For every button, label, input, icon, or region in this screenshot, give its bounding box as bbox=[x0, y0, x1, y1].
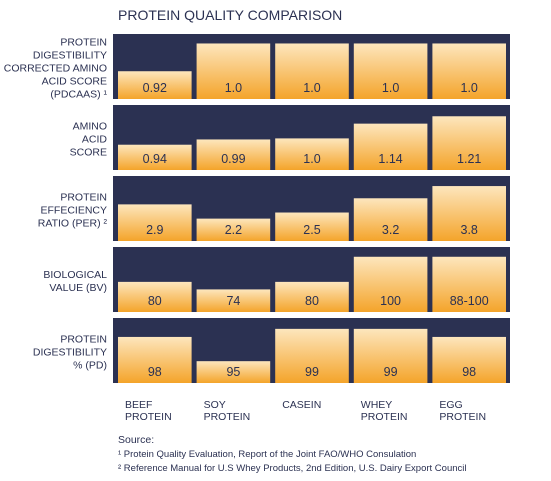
bar bbox=[196, 43, 271, 99]
row-label: EFFECIENCY bbox=[40, 205, 107, 217]
row-label: PROTEIN bbox=[60, 37, 107, 49]
value-label: 95 bbox=[226, 365, 240, 379]
row-label: AMINO bbox=[73, 121, 107, 133]
value-label: 0.99 bbox=[221, 152, 245, 166]
x-tick-label: WHEY bbox=[361, 399, 393, 411]
bar bbox=[353, 328, 428, 383]
bar bbox=[353, 256, 428, 312]
value-label: 1.0 bbox=[303, 152, 320, 166]
x-tick-label: PROTEIN bbox=[125, 411, 172, 423]
bar bbox=[118, 71, 192, 99]
x-tick-label: CASEIN bbox=[282, 399, 321, 411]
bar bbox=[432, 43, 506, 99]
row-label: ACID bbox=[82, 134, 108, 146]
value-label: 1.14 bbox=[378, 152, 402, 166]
value-label: 2.5 bbox=[303, 223, 320, 237]
row-label: BIOLOGICAL bbox=[43, 269, 107, 281]
row-label: PROTEIN bbox=[60, 334, 107, 346]
bar bbox=[432, 186, 506, 241]
x-tick-label: BEEF bbox=[125, 399, 152, 411]
value-label: 100 bbox=[380, 294, 401, 308]
value-label: 1.0 bbox=[303, 81, 320, 95]
row-label: VALUE (BV) bbox=[49, 282, 107, 294]
value-label: 99 bbox=[384, 365, 398, 379]
value-label: 80 bbox=[148, 294, 162, 308]
row-label: % (PD) bbox=[73, 360, 107, 372]
bar bbox=[196, 361, 271, 383]
bar bbox=[353, 43, 428, 99]
value-label: 1.0 bbox=[225, 81, 242, 95]
value-label: 98 bbox=[462, 365, 476, 379]
value-label: 3.8 bbox=[461, 223, 478, 237]
row-label: (PDCAAS) ¹ bbox=[50, 89, 107, 101]
row-label: DIGESTIBILITY bbox=[33, 50, 107, 62]
bar bbox=[353, 198, 428, 241]
value-label: 74 bbox=[226, 294, 240, 308]
bar bbox=[353, 123, 428, 170]
bar bbox=[118, 281, 192, 312]
bar bbox=[432, 336, 506, 383]
bar bbox=[196, 139, 271, 170]
source-heading: Source: bbox=[118, 434, 154, 446]
value-label: 3.2 bbox=[382, 223, 399, 237]
bar bbox=[432, 116, 506, 170]
bar bbox=[196, 289, 271, 312]
chart-title: PROTEIN QUALITY COMPARISON bbox=[118, 7, 342, 23]
bar bbox=[275, 212, 349, 241]
value-label: 80 bbox=[305, 294, 319, 308]
value-label: 1.21 bbox=[457, 152, 481, 166]
bar bbox=[118, 144, 192, 170]
value-label: 88-100 bbox=[450, 294, 489, 308]
row-label: PROTEIN bbox=[60, 192, 107, 204]
bar bbox=[118, 204, 192, 241]
value-label: 1.0 bbox=[382, 81, 399, 95]
row-label: SCORE bbox=[70, 147, 107, 159]
value-label: 0.94 bbox=[143, 152, 167, 166]
bar bbox=[118, 336, 192, 383]
x-tick-label: PROTEIN bbox=[439, 411, 486, 423]
x-tick-label: PROTEIN bbox=[361, 411, 408, 423]
value-label: 98 bbox=[148, 365, 162, 379]
row-label: CORRECTED AMINO bbox=[4, 63, 107, 75]
value-label: 1.0 bbox=[461, 81, 478, 95]
value-label: 2.2 bbox=[225, 223, 242, 237]
row-label: DIGESTIBILITY bbox=[33, 347, 107, 359]
value-label: 2.9 bbox=[146, 223, 163, 237]
bar bbox=[196, 218, 271, 241]
x-tick-label: SOY bbox=[204, 399, 226, 411]
row-label: RATIO (PER) ² bbox=[38, 218, 108, 230]
row-label: ACID SCORE bbox=[42, 76, 107, 88]
x-tick-label: EGG bbox=[439, 399, 462, 411]
bar bbox=[432, 256, 506, 312]
source-note: ¹ Protein Quality Evaluation, Report of … bbox=[118, 449, 416, 460]
value-label: 99 bbox=[305, 365, 319, 379]
bar bbox=[275, 138, 349, 170]
bar bbox=[275, 328, 349, 383]
value-label: 0.92 bbox=[143, 81, 167, 95]
x-tick-label: PROTEIN bbox=[204, 411, 251, 423]
bar bbox=[275, 43, 349, 99]
bar bbox=[275, 281, 349, 312]
source-note: ² Reference Manual for U.S Whey Products… bbox=[118, 463, 466, 474]
